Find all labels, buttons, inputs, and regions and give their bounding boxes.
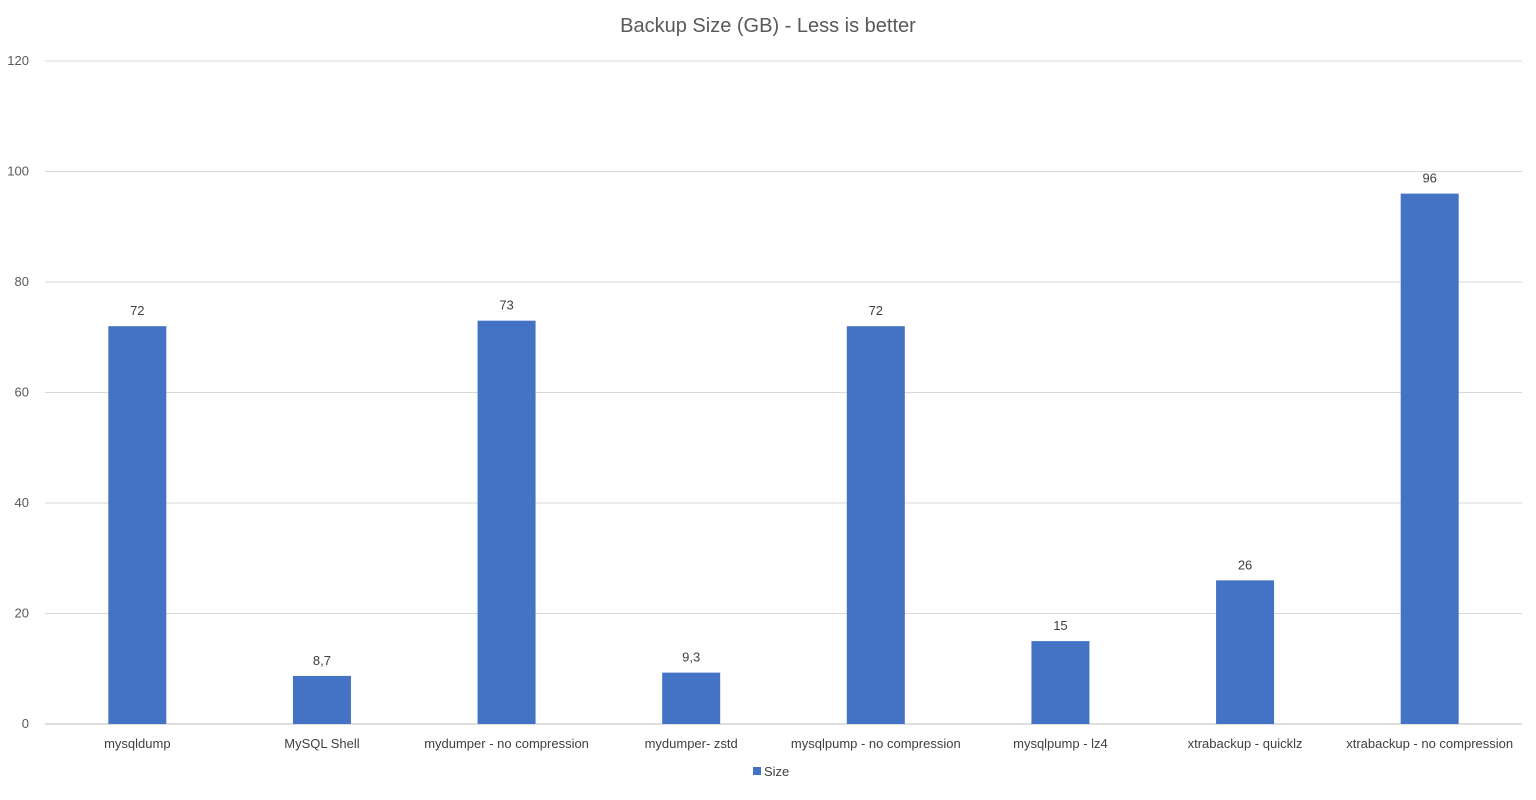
category-label: mysqldump xyxy=(104,736,170,751)
bar xyxy=(292,675,351,724)
y-tick-label: 20 xyxy=(15,606,29,621)
category-label: xtrabackup - quicklz xyxy=(1188,736,1303,751)
y-tick-label: 100 xyxy=(7,164,29,179)
y-tick-label: 60 xyxy=(15,385,29,400)
bar xyxy=(1400,193,1459,725)
legend-label: Size xyxy=(764,764,789,779)
data-label: 73 xyxy=(499,298,513,313)
y-tick-label: 80 xyxy=(15,274,29,289)
data-label: 96 xyxy=(1422,171,1436,186)
bar xyxy=(846,326,905,724)
bar xyxy=(108,326,167,724)
data-label: 26 xyxy=(1238,557,1252,572)
bar xyxy=(1031,641,1090,724)
category-label: mydumper- zstd xyxy=(645,736,738,751)
category-label: xtrabackup - no compression xyxy=(1346,736,1513,751)
y-tick-label: 120 xyxy=(7,53,29,68)
data-label: 72 xyxy=(130,303,144,318)
y-tick-label: 40 xyxy=(15,495,29,510)
bar xyxy=(662,672,721,724)
data-label: 72 xyxy=(869,303,883,318)
category-label: MySQL Shell xyxy=(284,736,359,751)
category-label: mysqlpump - no compression xyxy=(791,736,961,751)
category-label: mydumper - no compression xyxy=(424,736,589,751)
gridlines xyxy=(45,60,1522,725)
bars xyxy=(108,193,1459,725)
legend-swatch xyxy=(753,767,761,775)
data-label: 9,3 xyxy=(682,650,700,665)
bar xyxy=(477,320,536,724)
legend: Size xyxy=(753,764,789,779)
bar xyxy=(1216,580,1275,724)
y-tick-label: 0 xyxy=(22,716,29,731)
x-axis-categories: mysqldump MySQL Shell mydumper - no compre… xyxy=(104,736,1513,751)
data-label: 8,7 xyxy=(313,653,331,668)
data-labels: 72 8,7 73 9,3 72 15 26 96 xyxy=(130,171,1437,668)
category-label: mysqlpump - lz4 xyxy=(1013,736,1108,751)
data-label: 15 xyxy=(1053,618,1067,633)
chart-title: Backup Size (GB) - Less is better xyxy=(620,15,916,37)
y-axis-ticks: 0 20 40 60 80 100 120 xyxy=(7,53,29,731)
